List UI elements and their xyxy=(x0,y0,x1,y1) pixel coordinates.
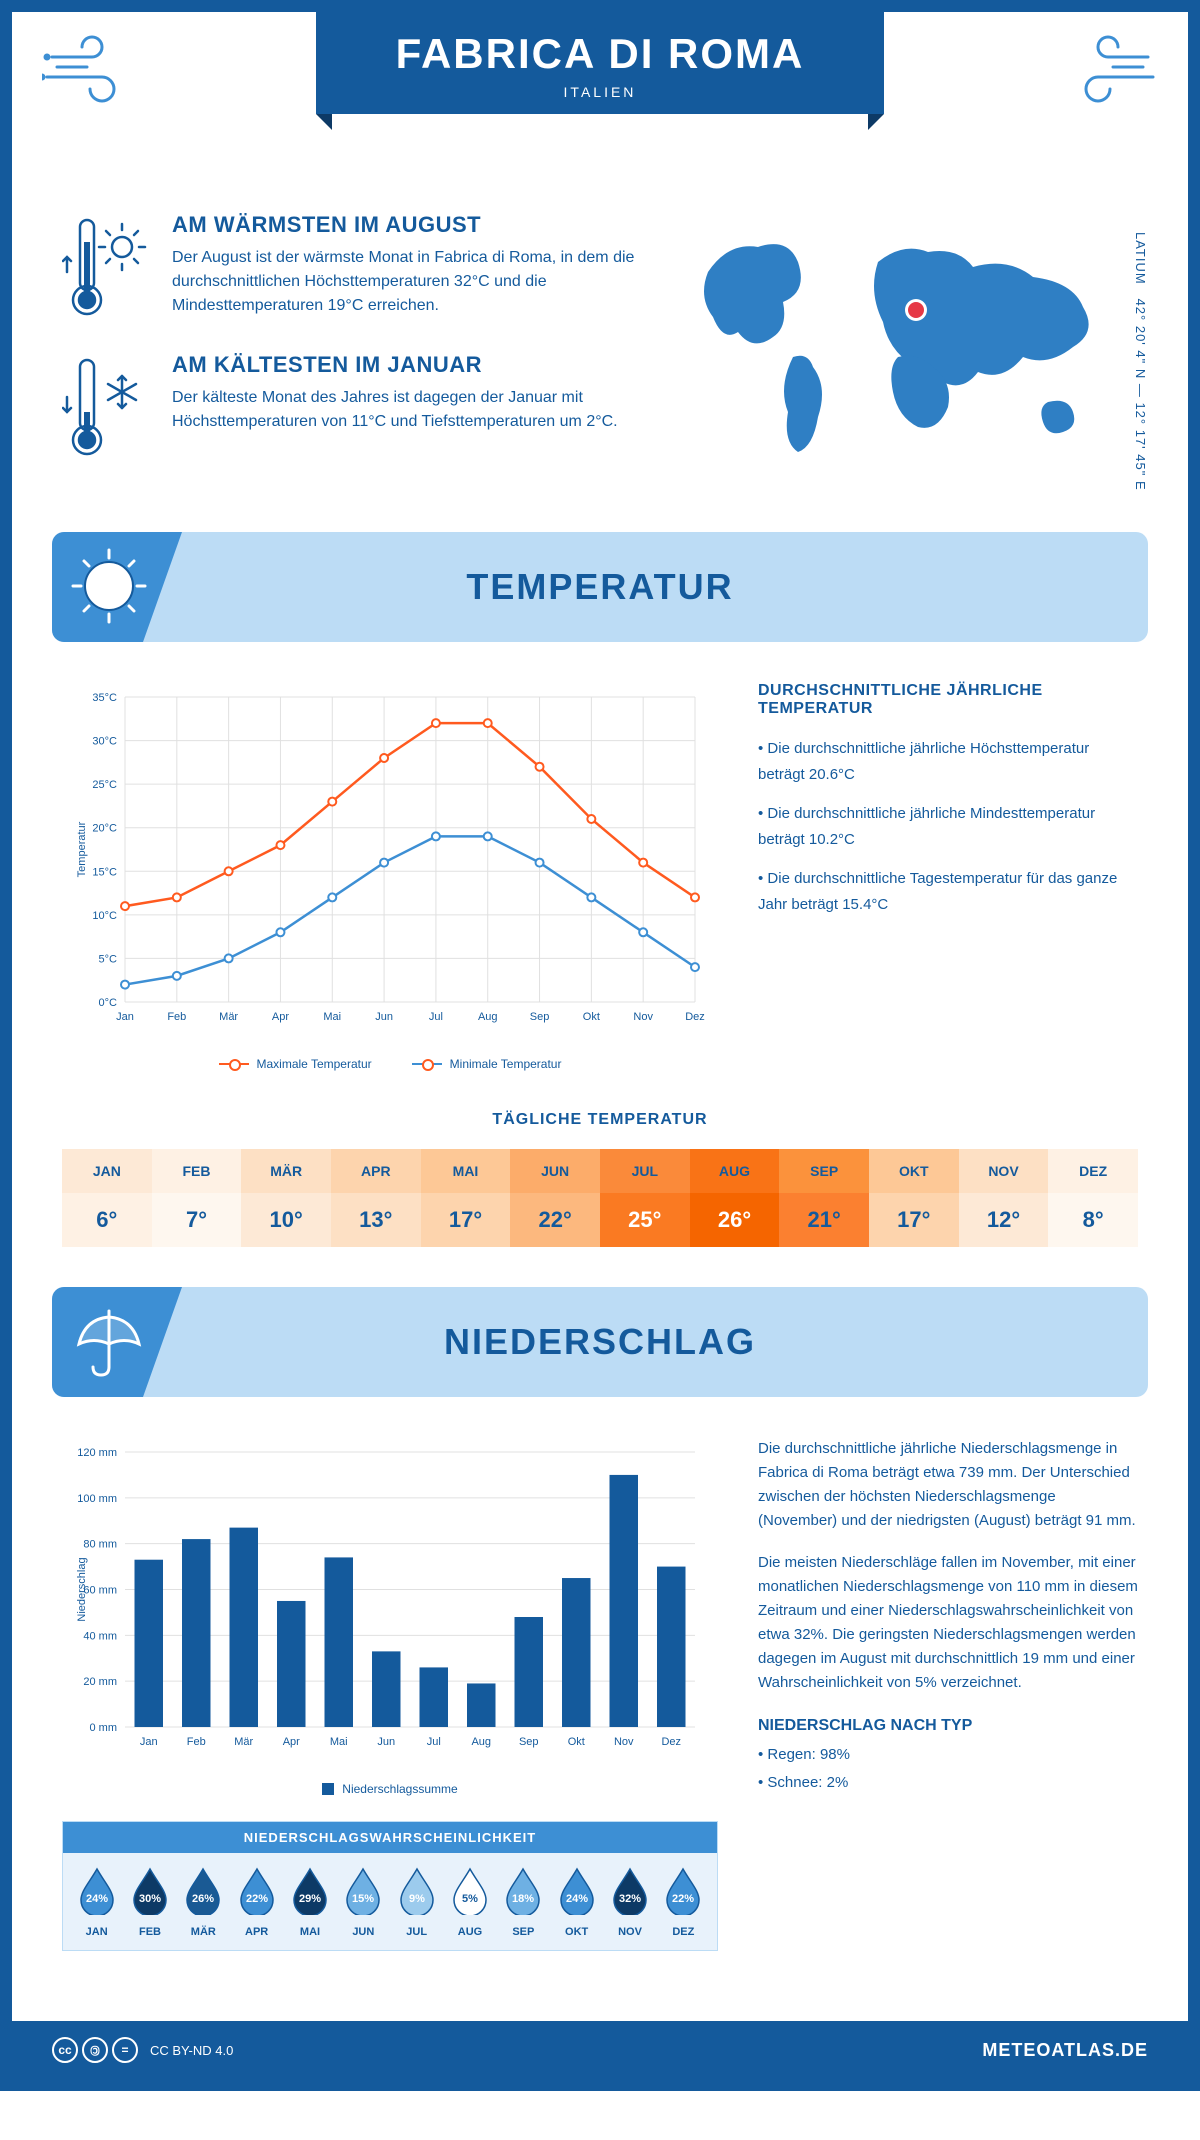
footer: cc🄯= CC BY-ND 4.0 METEOATLAS.DE xyxy=(12,2021,1188,2079)
svg-text:22%: 22% xyxy=(672,1893,694,1905)
svg-text:Feb: Feb xyxy=(187,1736,206,1748)
svg-text:Aug: Aug xyxy=(471,1736,491,1748)
svg-text:Feb: Feb xyxy=(167,1011,186,1023)
svg-text:Okt: Okt xyxy=(583,1011,600,1023)
svg-text:Niederschlag: Niederschlag xyxy=(76,1557,88,1621)
svg-text:Nov: Nov xyxy=(633,1011,653,1023)
svg-text:10°C: 10°C xyxy=(92,910,117,922)
intro-section: AM WÄRMSTEN IM AUGUST Der August ist der… xyxy=(12,192,1188,532)
svg-text:Dez: Dez xyxy=(661,1736,681,1748)
svg-text:Mai: Mai xyxy=(330,1736,348,1748)
page: FABRICA DI ROMA ITALIEN AM WÄRMSTEN IM A… xyxy=(0,0,1200,2091)
svg-text:15°C: 15°C xyxy=(92,866,117,878)
svg-text:40 mm: 40 mm xyxy=(83,1630,117,1642)
svg-text:60 mm: 60 mm xyxy=(83,1585,117,1597)
coldest-text: Der kälteste Monat des Jahres ist dagege… xyxy=(172,386,638,434)
header: FABRICA DI ROMA ITALIEN xyxy=(12,12,1188,192)
title-banner: FABRICA DI ROMA ITALIEN xyxy=(316,12,885,114)
sun-icon xyxy=(67,544,152,629)
svg-text:0°C: 0°C xyxy=(99,997,118,1009)
warmest-text: Der August ist der wärmste Monat in Fabr… xyxy=(172,246,638,318)
svg-text:Mär: Mär xyxy=(234,1736,253,1748)
temperature-info: DURCHSCHNITTLICHE JÄHRLICHE TEMPERATUR •… xyxy=(758,682,1138,1071)
svg-text:Jul: Jul xyxy=(429,1011,443,1023)
site-name: METEOATLAS.DE xyxy=(982,2040,1148,2061)
svg-text:30°C: 30°C xyxy=(92,736,117,748)
svg-text:Jul: Jul xyxy=(427,1736,441,1748)
svg-text:Dez: Dez xyxy=(685,1011,705,1023)
wind-icon xyxy=(42,32,142,112)
precipitation-info: Die durchschnittliche jährliche Niedersc… xyxy=(758,1437,1138,1951)
world-map-container: LATIUM 42° 20' 4" N — 12° 17' 45" E xyxy=(678,212,1138,492)
svg-text:0 mm: 0 mm xyxy=(90,1722,118,1734)
temperature-title: TEMPERATUR xyxy=(466,566,733,608)
svg-text:20°C: 20°C xyxy=(92,823,117,835)
svg-text:30%: 30% xyxy=(139,1893,161,1905)
svg-text:5°C: 5°C xyxy=(99,953,118,965)
warmest-block: AM WÄRMSTEN IM AUGUST Der August ist der… xyxy=(62,212,638,322)
page-title: FABRICA DI ROMA xyxy=(396,30,805,78)
svg-text:Sep: Sep xyxy=(519,1736,539,1748)
svg-text:26%: 26% xyxy=(192,1893,214,1905)
svg-text:Jan: Jan xyxy=(116,1011,134,1023)
svg-text:Sep: Sep xyxy=(530,1011,550,1023)
warmest-title: AM WÄRMSTEN IM AUGUST xyxy=(172,212,638,238)
svg-text:25°C: 25°C xyxy=(92,779,117,791)
svg-text:120 mm: 120 mm xyxy=(77,1447,117,1459)
wind-icon xyxy=(1058,32,1158,112)
svg-text:24%: 24% xyxy=(566,1893,588,1905)
precipitation-section-header: NIEDERSCHLAG xyxy=(52,1287,1148,1397)
svg-text:Apr: Apr xyxy=(272,1011,289,1023)
svg-text:32%: 32% xyxy=(619,1893,641,1905)
svg-text:5%: 5% xyxy=(462,1893,478,1905)
cc-icons: cc🄯= xyxy=(52,2037,138,2063)
umbrella-icon xyxy=(67,1299,152,1384)
coordinates: LATIUM 42° 20' 4" N — 12° 17' 45" E xyxy=(1133,232,1148,491)
svg-text:24%: 24% xyxy=(86,1893,108,1905)
world-map-icon xyxy=(678,212,1138,472)
precipitation-title: NIEDERSCHLAG xyxy=(444,1321,756,1363)
svg-text:Okt: Okt xyxy=(568,1736,585,1748)
license-text: CC BY-ND 4.0 xyxy=(150,2043,233,2058)
temperature-section-header: TEMPERATUR xyxy=(52,532,1148,642)
svg-text:Temperatur: Temperatur xyxy=(76,821,88,877)
svg-text:Jun: Jun xyxy=(377,1736,395,1748)
page-subtitle: ITALIEN xyxy=(396,84,805,100)
temperature-legend: .legend-line:nth-child(1)::before{border… xyxy=(62,1057,718,1071)
precipitation-chart: 0 mm 20 mm 40 mm 60 mm 80 mm 100 mm 120 mm Jan F… xyxy=(62,1437,718,1951)
svg-text:22%: 22% xyxy=(246,1893,268,1905)
svg-text:Jun: Jun xyxy=(375,1011,393,1023)
coldest-title: AM KÄLTESTEN IM JANUAR xyxy=(172,352,638,378)
daily-temperature: TÄGLICHE TEMPERATUR JANFEBMÄRAPRMAIJUNJU… xyxy=(12,1111,1188,1287)
svg-text:20 mm: 20 mm xyxy=(83,1676,117,1688)
svg-text:Jan: Jan xyxy=(140,1736,158,1748)
coldest-block: AM KÄLTESTEN IM JANUAR Der kälteste Mona… xyxy=(62,352,638,462)
svg-text:15%: 15% xyxy=(352,1893,374,1905)
precipitation-probability: NIEDERSCHLAGSWAHRSCHEINLICHKEIT 24% JAN … xyxy=(62,1821,718,1951)
svg-text:Nov: Nov xyxy=(614,1736,634,1748)
svg-text:Mär: Mär xyxy=(219,1011,238,1023)
thermometer-cold-icon xyxy=(62,352,152,462)
temperature-chart: 0°C 5°C 10°C 15°C 20°C 25°C 30°C 35°C Jan Feb Mär A… xyxy=(62,682,718,1071)
svg-text:29%: 29% xyxy=(299,1893,321,1905)
svg-text:Apr: Apr xyxy=(283,1736,300,1748)
svg-text:9%: 9% xyxy=(409,1893,425,1905)
svg-text:35°C: 35°C xyxy=(92,692,117,704)
svg-text:80 mm: 80 mm xyxy=(83,1539,117,1551)
svg-text:18%: 18% xyxy=(512,1893,534,1905)
svg-text:Aug: Aug xyxy=(478,1011,498,1023)
svg-text:100 mm: 100 mm xyxy=(77,1493,117,1505)
thermometer-hot-icon xyxy=(62,212,152,322)
svg-text:Mai: Mai xyxy=(323,1011,341,1023)
